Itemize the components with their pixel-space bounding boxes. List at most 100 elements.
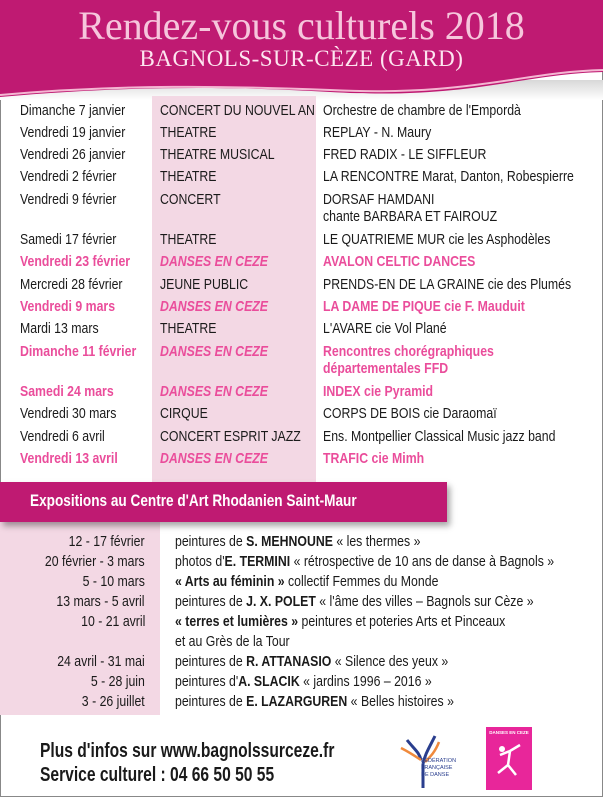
event-category: CONCERT DU NOUVEL AN xyxy=(160,102,315,119)
expositions-heading: Expositions au Centre d'Art Rhodanien Sa… xyxy=(30,491,357,510)
event-category: DANSES EN CEZE xyxy=(160,383,268,400)
expo-description: peintures de S. MEHNOUNE « les thermes » xyxy=(175,533,420,551)
expo-artist: E. TERMINI xyxy=(224,553,291,570)
ffd-dancer-icon xyxy=(400,735,441,788)
expo-dates: 10 - 21 avril xyxy=(80,613,145,630)
expo-description: « terres et lumières » peintures et pote… xyxy=(175,613,505,631)
expo-text: « jardins 1996 – 2016 » xyxy=(299,673,432,690)
event-category: DANSES EN CEZE xyxy=(160,343,268,360)
event-date: Vendredi 2 février xyxy=(20,168,117,185)
event-title: LE QUATRIEME MUR cie les Asphodèles xyxy=(323,231,551,248)
expo-artist: A. SLACIK xyxy=(238,673,300,690)
event-category: CONCERT xyxy=(160,191,221,208)
event-title: CORPS DE BOIS cie Daraomaï xyxy=(323,405,497,422)
event-title: LA RENCONTRE Marat, Danton, Robespierre xyxy=(323,168,574,185)
event-category: DANSES EN CEZE xyxy=(160,450,268,467)
event-date: Vendredi 23 février xyxy=(20,253,131,270)
event-date: Dimanche 11 février xyxy=(20,343,137,360)
event-title: REPLAY - N. Maury xyxy=(323,124,432,141)
event-date: Vendredi 9 mars xyxy=(20,298,116,315)
expo-text: peintures de xyxy=(175,593,247,610)
expo-description: peintures de E. LAZARGUREN « Belles hist… xyxy=(175,693,454,711)
expo-text: peintures d' xyxy=(175,673,239,690)
expo-text: peintures de xyxy=(175,653,247,670)
event-date: Vendredi 9 février xyxy=(20,191,117,208)
expo-description: peintures de J. X. POLET « l'âme des vil… xyxy=(175,593,534,611)
event-date: Mercredi 28 février xyxy=(20,276,123,293)
event-title: LA DAME DE PIQUE cie F. Mauduit xyxy=(323,298,525,315)
expo-artist: S. MEHNOUNE xyxy=(246,533,333,550)
expo-dates: 5 - 10 mars xyxy=(82,573,145,590)
expo-artist: E. LAZARGUREN xyxy=(246,693,348,710)
expo-dates: 13 mars - 5 avril xyxy=(56,593,145,610)
event-date: Samedi 24 mars xyxy=(20,383,114,400)
event-title: DORSAF HAMDANI xyxy=(323,191,435,208)
event-category: THEATRE MUSICAL xyxy=(160,146,275,163)
event-category: CIRQUE xyxy=(160,405,208,422)
danses-logo-text: DANSES EN CEZE xyxy=(489,730,529,735)
event-date: Dimanche 7 janvier xyxy=(20,102,126,119)
event-date: Mardi 13 mars xyxy=(20,320,99,337)
event-title: Rencontres chorégraphiques xyxy=(323,343,494,360)
event-category: DANSES EN CEZE xyxy=(160,253,268,270)
dancer-icon xyxy=(497,743,521,776)
expo-artist: R. ATTANASIO xyxy=(246,653,332,670)
event-title: AVALON CELTIC DANCES xyxy=(323,253,476,270)
category-column-background xyxy=(152,96,316,482)
expo-description: photos d'E. TERMINI « rétrospective de 1… xyxy=(175,553,554,571)
ffd-logo-text: FÉDÉRATION FRANÇAISE DE DANSE xyxy=(421,758,457,778)
danses-en-ceze-logo: DANSES EN CEZE xyxy=(486,727,532,790)
event-title: FRED RADIX - LE SIFFLEUR xyxy=(323,146,487,163)
poster-title: Rendez-vous culturels 2018 xyxy=(78,3,525,48)
event-date: Vendredi 6 avril xyxy=(20,428,105,445)
expo-artist: « terres et lumières » xyxy=(175,613,299,630)
expo-description: et au Grès de la Tour xyxy=(175,633,290,651)
header-wave-shape xyxy=(0,0,603,100)
ffd-logo: FÉDÉRATION FRANÇAISE DE DANSE xyxy=(395,730,465,792)
event-date: Vendredi 30 mars xyxy=(20,405,117,422)
expo-dates: 12 - 17 février xyxy=(69,533,145,550)
expo-dates: 20 février - 3 mars xyxy=(45,553,145,570)
expo-description: peintures de R. ATTANASIO « Silence des … xyxy=(175,653,448,671)
event-category: THEATRE xyxy=(160,124,217,141)
expo-dates: 24 avril - 31 mai xyxy=(57,653,145,670)
footer-phone: Service culturel : 04 66 50 50 55 xyxy=(40,764,275,786)
expo-text: peintures de xyxy=(175,533,247,550)
expo-text: et au Grès de la Tour xyxy=(175,633,290,650)
footer-info-link[interactable]: Plus d'infos sur www.bagnolssurceze.fr xyxy=(40,740,335,762)
event-date: Vendredi 19 janvier xyxy=(20,124,126,141)
event-category: CONCERT ESPRIT JAZZ xyxy=(160,428,301,445)
event-title: chante BARBARA ET FAIROUZ xyxy=(323,208,498,225)
event-date: Vendredi 26 janvier xyxy=(20,146,126,163)
expo-text: « Belles histoires » xyxy=(347,693,454,710)
expo-text: « rétrospective de 10 ans de danse à Bag… xyxy=(290,553,555,570)
header-banner: Rendez-vous culturels 2018 BAGNOLS-SUR-C… xyxy=(0,0,603,100)
event-category: JEUNE PUBLIC xyxy=(160,276,249,293)
expo-date-column-background xyxy=(0,522,160,715)
expo-description: peintures d'A. SLACIK « jardins 1996 – 2… xyxy=(175,673,432,691)
event-title: TRAFIC cie Mimh xyxy=(323,450,425,467)
event-title: départementales FFD xyxy=(323,360,449,377)
event-date: Samedi 17 février xyxy=(20,231,117,248)
expo-dates: 5 - 28 juin xyxy=(90,673,145,690)
expo-artist: « Arts au féminin » xyxy=(175,573,285,590)
event-category: THEATRE xyxy=(160,231,217,248)
expo-description: « Arts au féminin » collectif Femmes du … xyxy=(175,573,438,591)
event-title: PRENDS-EN DE LA GRAINE cie des Plumés xyxy=(323,276,572,293)
expo-text: peintures et poteries Arts et Pinceaux xyxy=(298,613,506,630)
expo-text: collectif Femmes du Monde xyxy=(284,573,439,590)
event-title: Orchestre de chambre de l'Empordà xyxy=(323,102,521,119)
event-category: THEATRE xyxy=(160,168,217,185)
poster-subtitle: BAGNOLS-SUR-CÈZE (GARD) xyxy=(139,46,464,71)
expo-text: « l'âme des villes – Bagnols sur Cèze » xyxy=(315,593,534,610)
event-date: Vendredi 13 avril xyxy=(20,450,118,467)
event-title: INDEX cie Pyramid xyxy=(323,383,434,400)
expo-text: « Silence des yeux » xyxy=(331,653,449,670)
event-title: L'AVARE cie Vol Plané xyxy=(323,320,447,337)
event-category: DANSES EN CEZE xyxy=(160,298,268,315)
expositions-banner: Expositions au Centre d'Art Rhodanien Sa… xyxy=(0,482,447,522)
expo-artist: J. X. POLET xyxy=(246,593,316,610)
expo-dates: 3 - 26 juillet xyxy=(82,693,145,710)
event-title: Ens. Montpellier Classical Music jazz ba… xyxy=(323,428,556,445)
event-category: THEATRE xyxy=(160,320,217,337)
